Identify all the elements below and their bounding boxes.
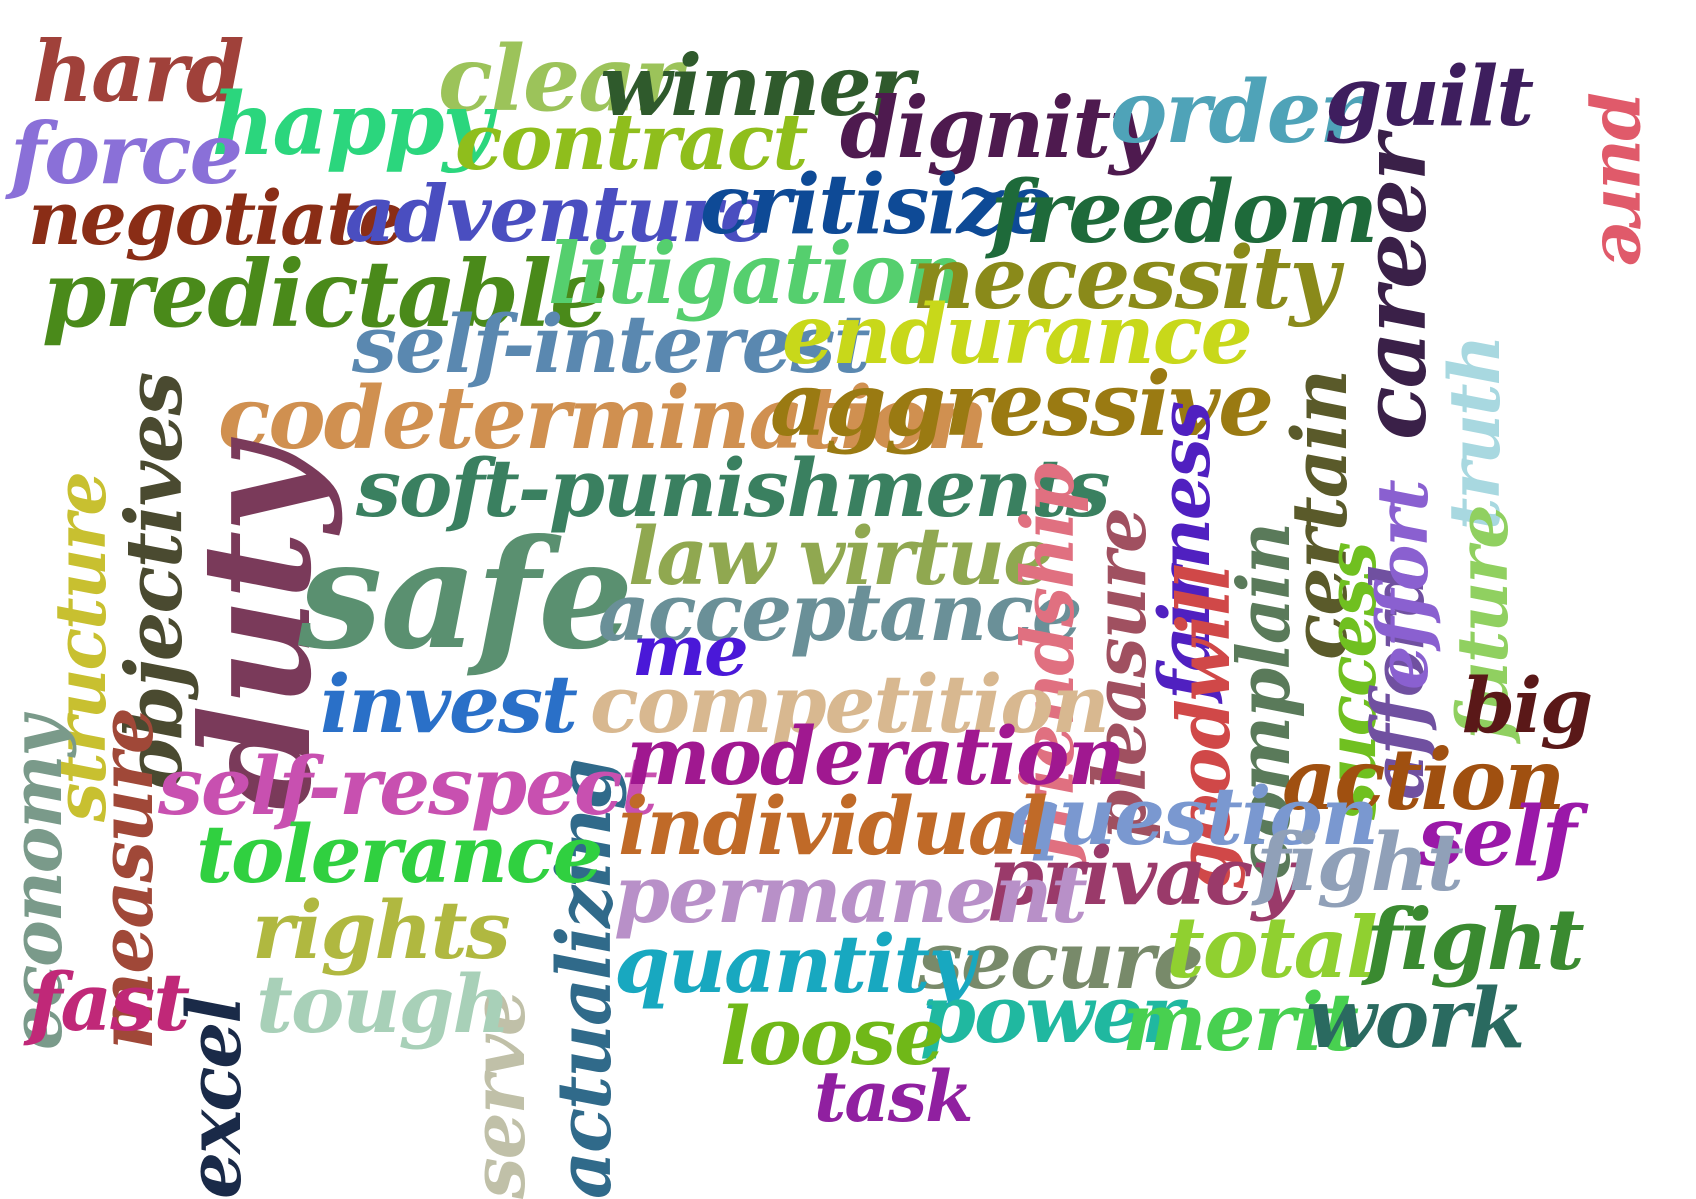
word: contract <box>455 97 808 188</box>
word: acceptance <box>598 565 1083 659</box>
word: quantity <box>614 917 975 1011</box>
word: freedom <box>990 162 1378 263</box>
word: happy <box>212 74 492 175</box>
word: aggressive <box>770 352 1274 456</box>
word: competition <box>590 657 1110 751</box>
word: tough <box>256 957 511 1051</box>
word: work <box>1306 971 1525 1067</box>
word: predictable <box>42 240 609 348</box>
word: self <box>1418 789 1577 885</box>
word: total <box>1166 898 1378 997</box>
word: effort <box>1361 481 1444 690</box>
word: action <box>1282 730 1565 829</box>
word: critisize <box>700 157 1053 253</box>
word: hard <box>32 22 244 121</box>
word: soft-punishments <box>356 441 1111 535</box>
word: task <box>814 1055 974 1138</box>
word: force <box>10 104 243 203</box>
word: privacy <box>988 829 1298 923</box>
word: fight <box>1256 815 1464 909</box>
word: guilt <box>1325 49 1534 145</box>
word: permanent <box>614 847 1088 941</box>
word: safe <box>298 507 634 683</box>
word: codetermination <box>218 368 989 469</box>
word: rights <box>252 883 511 977</box>
word: adventure <box>345 169 769 260</box>
word: secure <box>918 913 1204 1007</box>
word: clear <box>438 26 682 132</box>
word: tolerance <box>196 807 603 901</box>
word: negotiate <box>28 176 405 262</box>
word: merit <box>1122 975 1359 1069</box>
word: truth <box>1433 336 1516 530</box>
word: litigation <box>548 224 966 323</box>
word: loose <box>720 989 945 1083</box>
word: winner <box>600 36 914 135</box>
word: me <box>632 609 749 692</box>
word: individual <box>618 779 1048 873</box>
word: invest <box>320 657 578 751</box>
word: fast <box>28 955 190 1049</box>
word: dignity <box>840 78 1158 177</box>
word: pure <box>1586 92 1669 266</box>
word: fight <box>1366 890 1585 989</box>
word: endurance <box>782 287 1253 383</box>
word: power <box>920 967 1183 1061</box>
word: self-respect <box>158 739 658 833</box>
word: excel <box>172 997 258 1199</box>
word: self-interest <box>352 297 871 391</box>
word: moderation <box>626 709 1126 803</box>
word: necessity <box>912 228 1340 329</box>
word: order <box>1110 62 1365 163</box>
word: question <box>1004 769 1379 863</box>
word: law virtue <box>628 509 1054 603</box>
word: big <box>1462 661 1593 750</box>
